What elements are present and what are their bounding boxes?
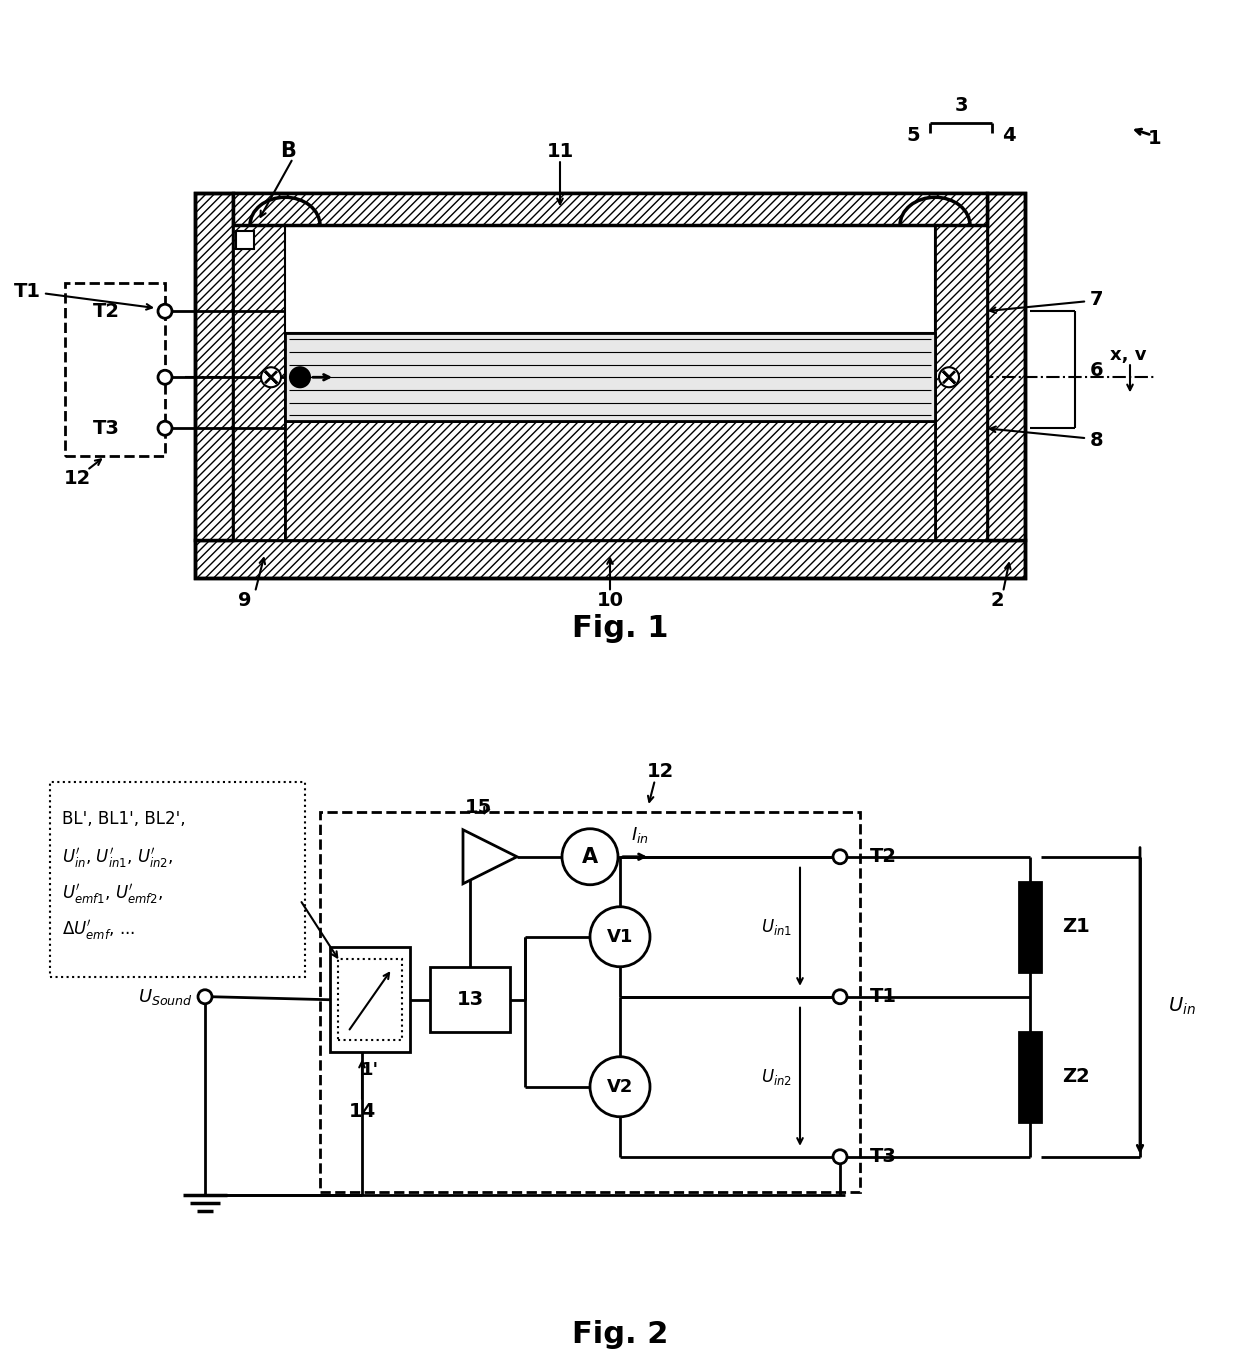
Polygon shape [463, 830, 517, 883]
Text: Fig. 1: Fig. 1 [572, 614, 668, 642]
Text: $\Delta U_{emf}'$, ...: $\Delta U_{emf}'$, ... [62, 917, 135, 942]
Text: BL', BL1', BL2',: BL', BL1', BL2', [62, 809, 186, 828]
Text: T1: T1 [870, 987, 897, 1006]
Text: T3: T3 [870, 1147, 897, 1166]
Text: 8: 8 [1090, 431, 1104, 450]
Text: $U_{emf1}'$, $U_{emf2}'$,: $U_{emf1}'$, $U_{emf2}'$, [62, 882, 164, 906]
Circle shape [198, 990, 212, 1003]
Circle shape [590, 1057, 650, 1117]
Circle shape [833, 1150, 847, 1163]
Circle shape [157, 421, 172, 435]
Text: 13: 13 [456, 990, 484, 1009]
Bar [339, 958, 402, 1040]
Text: Fig. 2: Fig. 2 [572, 1321, 668, 1349]
Bar [285, 334, 935, 421]
Circle shape [157, 370, 172, 384]
Text: 10: 10 [596, 591, 624, 610]
Text: A: A [582, 846, 598, 867]
Bar [236, 231, 254, 249]
Circle shape [260, 368, 281, 387]
Text: 3: 3 [955, 96, 967, 115]
Text: T3: T3 [93, 418, 120, 437]
Text: $U_{Sound}$: $U_{Sound}$ [138, 987, 193, 1006]
Text: 12: 12 [63, 469, 91, 488]
Text: T2: T2 [870, 848, 897, 867]
Text: 12: 12 [646, 763, 673, 782]
Text: $U_{in}$: $U_{in}$ [1168, 997, 1195, 1017]
Bar [195, 540, 1025, 578]
Text: Z2: Z2 [1061, 1068, 1090, 1087]
Circle shape [939, 368, 959, 387]
Bar [987, 193, 1025, 540]
Bar [1019, 1032, 1042, 1122]
Text: 14: 14 [348, 1102, 376, 1121]
Text: 15: 15 [464, 798, 491, 817]
Circle shape [157, 305, 172, 319]
Text: $U_{in2}$: $U_{in2}$ [761, 1066, 792, 1087]
Circle shape [833, 850, 847, 864]
Text: $U_{in}'$, $U_{in1}'$, $U_{in2}'$,: $U_{in}'$, $U_{in1}'$, $U_{in2}'$, [62, 846, 174, 869]
Text: T1: T1 [14, 282, 41, 301]
Bar [330, 947, 410, 1051]
Circle shape [833, 990, 847, 1003]
Text: B: B [280, 141, 296, 161]
Bar [285, 226, 935, 334]
Text: 11: 11 [547, 142, 574, 161]
Text: $I_{in}$: $I_{in}$ [631, 824, 649, 845]
Bar [233, 193, 987, 226]
Bar [233, 226, 285, 540]
Bar [285, 421, 935, 540]
Text: 5: 5 [906, 126, 920, 145]
Text: 6: 6 [1090, 361, 1104, 380]
Bar [64, 283, 165, 457]
Text: V2: V2 [606, 1077, 634, 1096]
Text: 2: 2 [991, 591, 1004, 610]
Text: x, v: x, v [1110, 346, 1147, 364]
Bar [430, 966, 510, 1032]
Circle shape [290, 368, 310, 387]
Bar [50, 782, 305, 977]
Circle shape [590, 906, 650, 966]
Text: 7: 7 [1090, 290, 1104, 309]
Text: V1: V1 [606, 928, 634, 946]
Text: 1: 1 [1148, 128, 1162, 148]
Bar [1019, 882, 1042, 972]
Text: 9: 9 [238, 591, 252, 610]
Text: T2: T2 [93, 302, 120, 321]
Bar [320, 812, 861, 1192]
Bar [195, 193, 233, 540]
Text: 4: 4 [1002, 126, 1016, 145]
Bar [935, 226, 987, 540]
Text: 1': 1' [361, 1061, 379, 1079]
Text: Z1: Z1 [1061, 917, 1090, 936]
Circle shape [562, 828, 618, 884]
Bar [195, 193, 1025, 578]
Text: $U_{in1}$: $U_{in1}$ [761, 917, 792, 936]
